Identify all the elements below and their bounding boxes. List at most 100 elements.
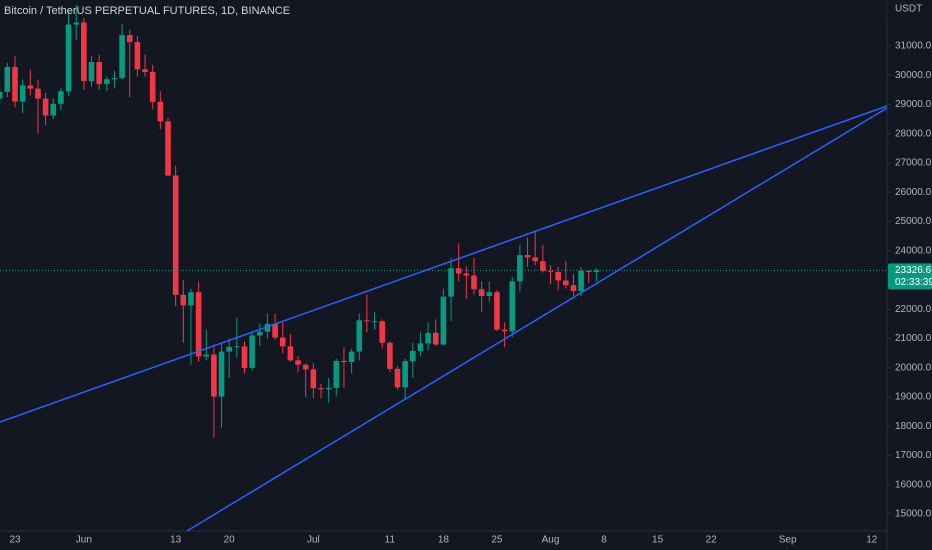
candle-body	[379, 321, 385, 343]
candle-body	[58, 91, 64, 104]
x-tick-label: 25	[491, 535, 503, 546]
candle-body	[432, 332, 439, 345]
candle-body	[570, 285, 577, 292]
y-tick-label: 24000.0	[895, 245, 932, 256]
candle-body	[325, 387, 332, 390]
currency-backdrop	[887, 0, 932, 18]
candle-body	[448, 268, 454, 297]
candle-body	[563, 280, 569, 286]
candle-body	[249, 335, 255, 368]
currency-label: USDT	[895, 4, 922, 15]
y-tick-label: 29000.0	[895, 99, 932, 110]
candle-body	[394, 368, 401, 388]
candle-body	[593, 270, 600, 273]
x-tick-label: 8	[601, 535, 607, 546]
candle-body	[195, 292, 202, 357]
candle-body	[356, 320, 363, 352]
candle-body	[19, 85, 26, 102]
x-tick-label: Jul	[307, 535, 320, 546]
y-tick-label: 16000.0	[895, 479, 932, 490]
candle-body	[126, 35, 133, 43]
y-tick-label: 21000.0	[895, 333, 932, 344]
candle-body	[142, 69, 148, 72]
candle-body	[257, 331, 263, 336]
candle-body	[157, 101, 164, 122]
candle-body	[0, 91, 3, 99]
candle-body	[455, 268, 462, 274]
x-tick-label: 23	[9, 535, 21, 546]
x-tick-label: 15	[652, 535, 664, 546]
candle-body	[12, 66, 18, 102]
candle-body	[50, 103, 57, 116]
candle-body	[104, 79, 110, 84]
candle-body	[149, 71, 156, 102]
candle-body	[463, 273, 470, 276]
candle-body	[555, 272, 561, 281]
candle-body	[211, 354, 217, 397]
x-tick-label: 12	[866, 535, 878, 546]
candle-body	[410, 350, 416, 362]
last-price-box	[888, 263, 932, 290]
y-tick-label: 17000.0	[895, 450, 932, 461]
candle-body	[417, 343, 424, 351]
x-tick-label: 18	[438, 535, 450, 546]
candle-body	[27, 85, 34, 89]
candle-body	[425, 332, 431, 344]
candle-body	[295, 360, 301, 365]
y-tick-label: 19000.0	[895, 392, 932, 403]
candle-body	[119, 35, 125, 79]
x-tick-label: 11	[385, 535, 396, 546]
candles	[0, 4, 887, 438]
candle-body	[494, 292, 500, 330]
candle-body	[287, 346, 294, 361]
candle-body	[73, 22, 79, 25]
candle-body	[486, 292, 493, 297]
candle-body	[578, 270, 584, 292]
x-tick-label: Aug	[542, 535, 560, 546]
trend-line-upper	[0, 105, 888, 423]
y-tick-label: 20000.0	[895, 362, 932, 373]
candle-body	[188, 292, 194, 306]
candle-body	[165, 121, 171, 176]
x-tick-label: 20	[224, 535, 236, 546]
candle-body	[540, 261, 546, 272]
candle-body	[318, 388, 324, 390]
candle-body	[4, 66, 11, 92]
candle-body	[279, 337, 286, 347]
candle-body	[35, 88, 41, 99]
candle-body	[333, 360, 340, 388]
candle-body	[96, 62, 102, 84]
chart-title: Bitcoin / TetherUS PERPETUAL FUTURES, 1D…	[4, 5, 290, 17]
candle-body	[241, 346, 248, 368]
y-tick-label: 27000.0	[895, 158, 932, 169]
candle-body	[524, 255, 531, 258]
y-tick-label: 31000.0	[895, 41, 932, 52]
countdown-label: 02:33:39	[895, 277, 932, 288]
trend-line-lower	[186, 107, 888, 532]
y-tick-label: 18000.0	[895, 421, 932, 432]
candle-body	[501, 329, 508, 332]
x-tick-label: 13	[170, 535, 182, 546]
x-tick-label: Jun	[76, 535, 92, 546]
candle-body	[348, 351, 355, 363]
candle-body	[65, 24, 72, 92]
y-tick-label: 15000.0	[895, 509, 932, 520]
candle-body	[509, 281, 516, 332]
candle-body	[585, 270, 592, 273]
candle-body	[134, 42, 141, 70]
candle-body	[364, 320, 370, 322]
candle-body	[42, 98, 49, 116]
y-tick-label: 30000.0	[895, 70, 932, 81]
candle-body	[272, 323, 278, 338]
candle-body	[402, 361, 408, 388]
candle-body	[111, 78, 118, 80]
last-price-label: 23326.6	[895, 265, 932, 276]
candle-body	[440, 296, 447, 345]
y-tick-label: 22000.0	[895, 304, 932, 315]
y-tick-label: 25000.0	[895, 216, 932, 227]
candle-body	[172, 175, 179, 295]
candle-body	[371, 321, 378, 323]
candle-body	[387, 342, 393, 369]
